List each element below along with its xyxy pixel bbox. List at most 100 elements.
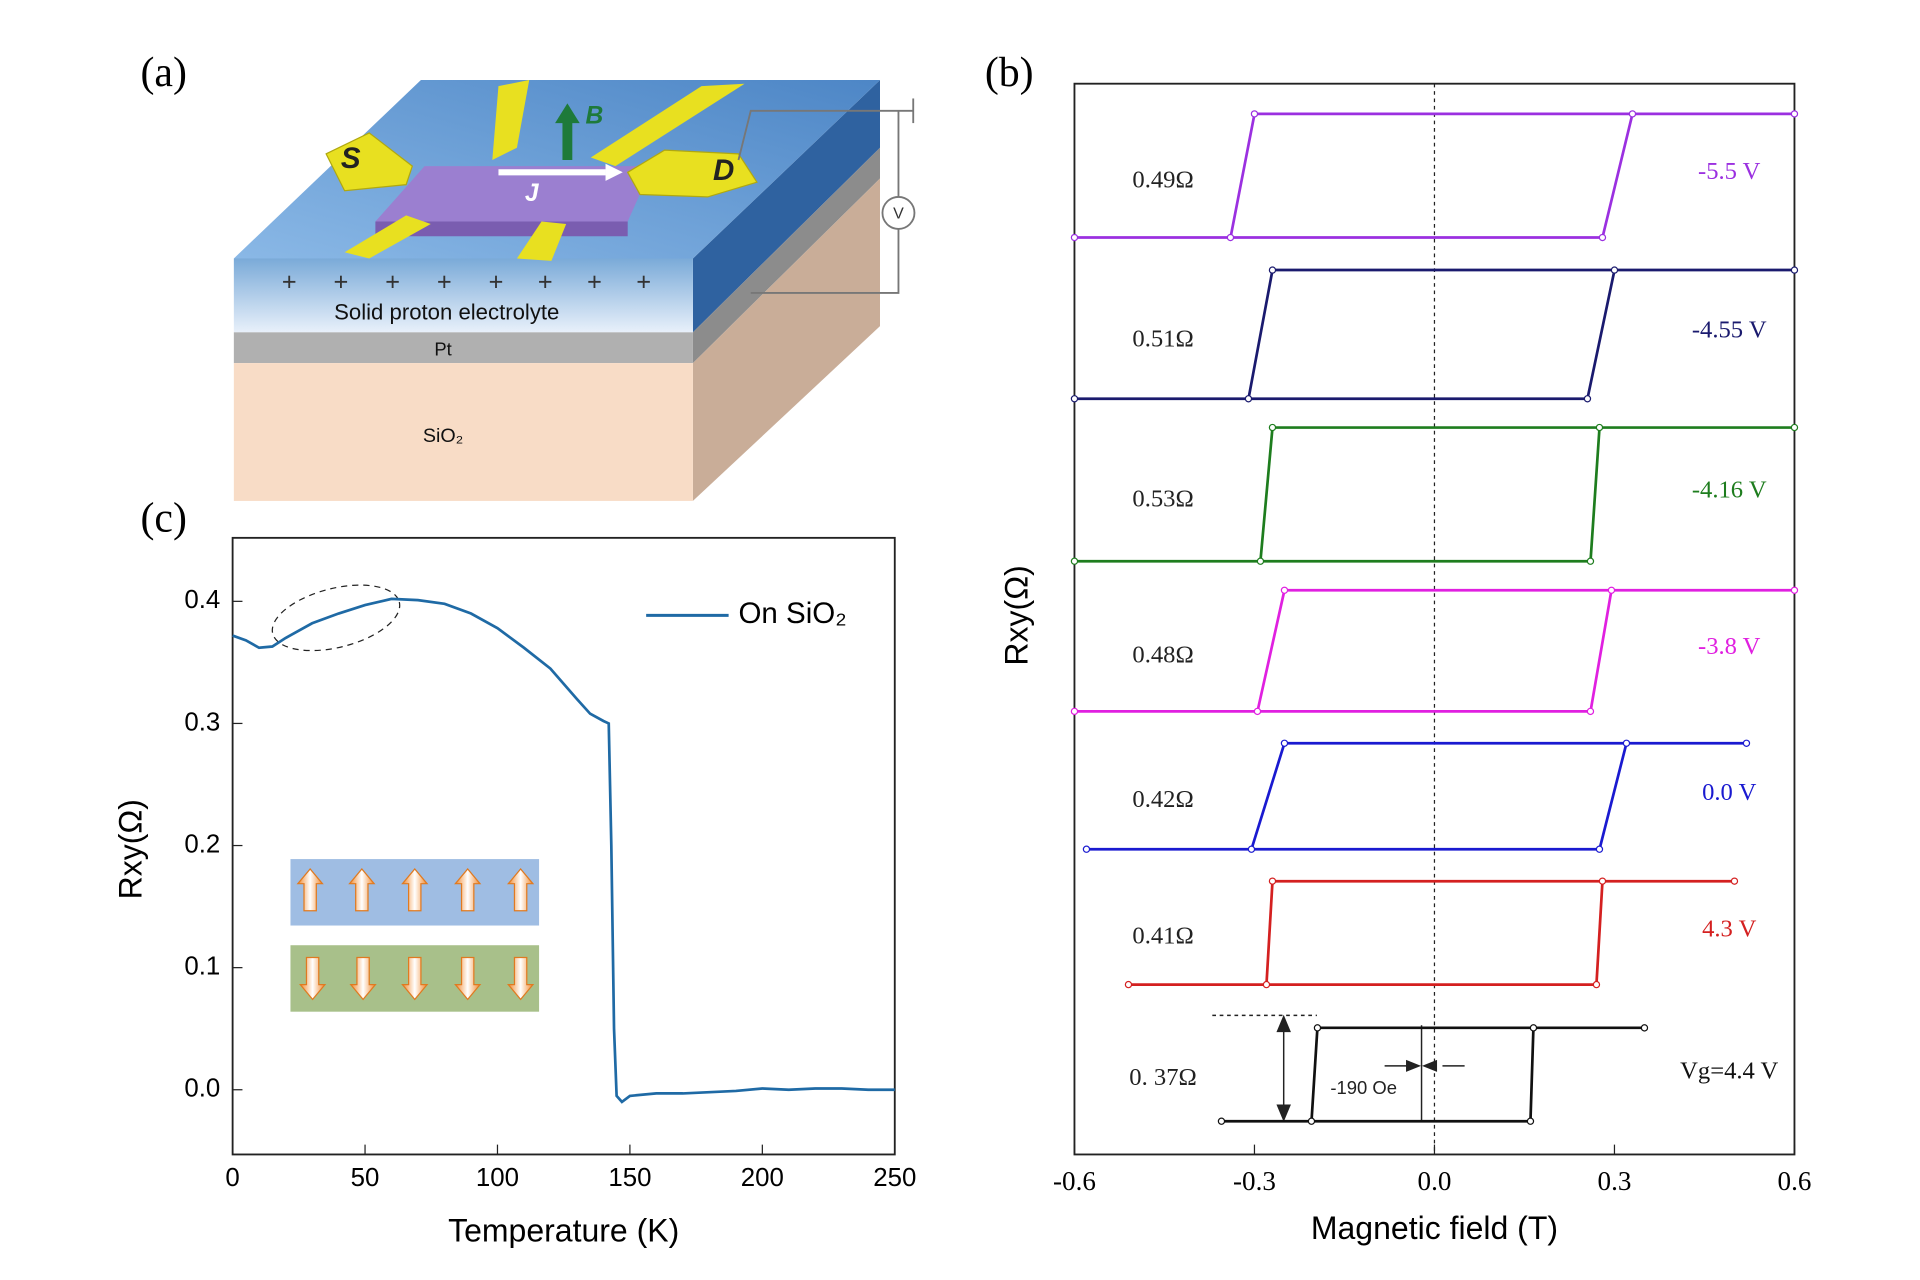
loop-marker	[1250, 110, 1259, 118]
loop-marker	[1790, 586, 1799, 594]
loop-marker	[1790, 110, 1799, 118]
x-tick-label: 0.3	[1598, 1166, 1632, 1196]
loop-marker	[1640, 1024, 1649, 1032]
loop-marker	[1268, 266, 1277, 274]
y-tick-label: 0.2	[184, 830, 220, 858]
loop-label: Vg=4.4 V	[1680, 1057, 1778, 1084]
loop-marker	[1070, 395, 1079, 403]
panel-label: (c)	[140, 495, 186, 541]
amplitude-label: 0.48Ω	[1132, 642, 1193, 669]
hysteresis-loop	[1128, 879, 1735, 986]
plot-frame	[231, 536, 896, 1156]
x-tick-label: 100	[476, 1164, 519, 1192]
y-tick-label: 0.0	[184, 1075, 220, 1103]
y-axis-label: Rxy(Ω)	[999, 565, 1035, 665]
x-tick-label: -0.3	[1233, 1166, 1276, 1196]
loop-marker	[1082, 845, 1091, 853]
loop-marker	[1586, 557, 1595, 565]
coercive-annotation	[1212, 1014, 1465, 1122]
loop-marker	[1595, 845, 1604, 853]
diagram-label: V	[893, 205, 904, 222]
hysteresis-loop	[1074, 588, 1795, 713]
loop-marker	[1529, 1024, 1538, 1032]
loop-marker	[1244, 395, 1253, 403]
x-axis-label: Magnetic field (T)	[1311, 1210, 1558, 1246]
x-tick-label: 50	[351, 1164, 380, 1192]
hysteresis-loop	[1074, 112, 1795, 239]
loop-marker	[1583, 395, 1592, 403]
loop-label: 0.0 V	[1702, 779, 1756, 806]
loop-marker	[1070, 707, 1079, 716]
diagram-label: D	[713, 154, 734, 187]
amplitude-label: 0.49Ω	[1132, 167, 1193, 194]
amplitude-label: 0.51Ω	[1132, 326, 1193, 353]
loop-label: -3.8 V	[1698, 633, 1761, 660]
x-axis-label: Temperature (K)	[448, 1213, 679, 1249]
diagram-label: Pt	[434, 339, 451, 360]
loop-marker	[1307, 1117, 1316, 1125]
device-diagram: S D B J V Solid proton electrolyte Pt Si…	[233, 80, 916, 501]
diagram-label: J	[525, 180, 540, 207]
diagram-label: B	[586, 102, 604, 129]
loop-marker	[1226, 233, 1235, 242]
hysteresis-loop	[1074, 268, 1795, 401]
hysteresis-loop	[1086, 741, 1747, 851]
loop-marker	[1262, 980, 1271, 989]
loop-marker	[1124, 980, 1133, 989]
loop-marker	[1253, 707, 1262, 716]
diagram-label: SiO₂	[423, 425, 463, 447]
x-tick-label: 0.6	[1778, 1166, 1812, 1196]
loop-marker	[1742, 739, 1751, 747]
hysteresis-loop	[1221, 1026, 1645, 1123]
loop-marker	[1070, 233, 1079, 242]
loop-label: -5.5 V	[1698, 158, 1761, 185]
loop-label: 4.3 V	[1702, 915, 1756, 942]
x-tick-label: -0.6	[1053, 1166, 1096, 1196]
amplitude-label: 0.41Ω	[1132, 923, 1193, 950]
diagram-label: S	[341, 142, 361, 175]
loop-marker	[1247, 845, 1256, 853]
loop-marker	[1595, 423, 1604, 432]
loop-marker	[1526, 1117, 1535, 1125]
panel-label: (b)	[985, 50, 1034, 96]
loop-marker	[1268, 877, 1277, 885]
loop-marker	[1280, 739, 1289, 747]
loop-marker	[1586, 707, 1595, 716]
loop-marker	[1622, 739, 1631, 747]
loop-marker	[1790, 266, 1799, 274]
annotation: -190 Oe	[1330, 1077, 1397, 1098]
loop-marker	[1730, 877, 1739, 885]
loop-label: -4.55 V	[1692, 316, 1767, 343]
amplitude-label: 0.53Ω	[1132, 486, 1193, 513]
data-line	[232, 597, 895, 1104]
loop-marker	[1070, 557, 1079, 565]
amplitude-label: 0. 37Ω	[1129, 1064, 1197, 1091]
loop-marker	[1592, 980, 1601, 989]
x-tick-label: 0	[225, 1164, 239, 1192]
y-tick-label: 0.1	[184, 952, 220, 980]
loop-marker	[1217, 1117, 1226, 1125]
loop-marker	[1610, 266, 1619, 274]
amplitude-label: 0.42Ω	[1132, 786, 1193, 813]
loop-marker	[1598, 877, 1607, 885]
legend-label: On SiO₂	[738, 597, 846, 630]
hysteresis-loop	[1074, 426, 1795, 563]
y-tick-label: 0.3	[184, 708, 220, 736]
panel-label: (a)	[140, 50, 186, 96]
loop-marker	[1313, 1024, 1322, 1032]
x-tick-label: 150	[608, 1164, 651, 1192]
x-tick-label: 250	[873, 1164, 916, 1192]
x-tick-label: 0.0	[1418, 1166, 1452, 1196]
x-tick-label: 200	[741, 1164, 784, 1192]
loop-marker	[1598, 233, 1607, 242]
y-axis-label: Rxy(Ω)	[112, 799, 148, 899]
loop-marker	[1268, 423, 1277, 432]
loop-marker	[1256, 557, 1265, 565]
loop-label: -4.16 V	[1692, 476, 1767, 503]
highlight-ellipse	[271, 584, 401, 652]
loop-marker	[1790, 423, 1799, 432]
loop-marker	[1280, 586, 1289, 594]
y-tick-label: 0.4	[184, 586, 220, 614]
